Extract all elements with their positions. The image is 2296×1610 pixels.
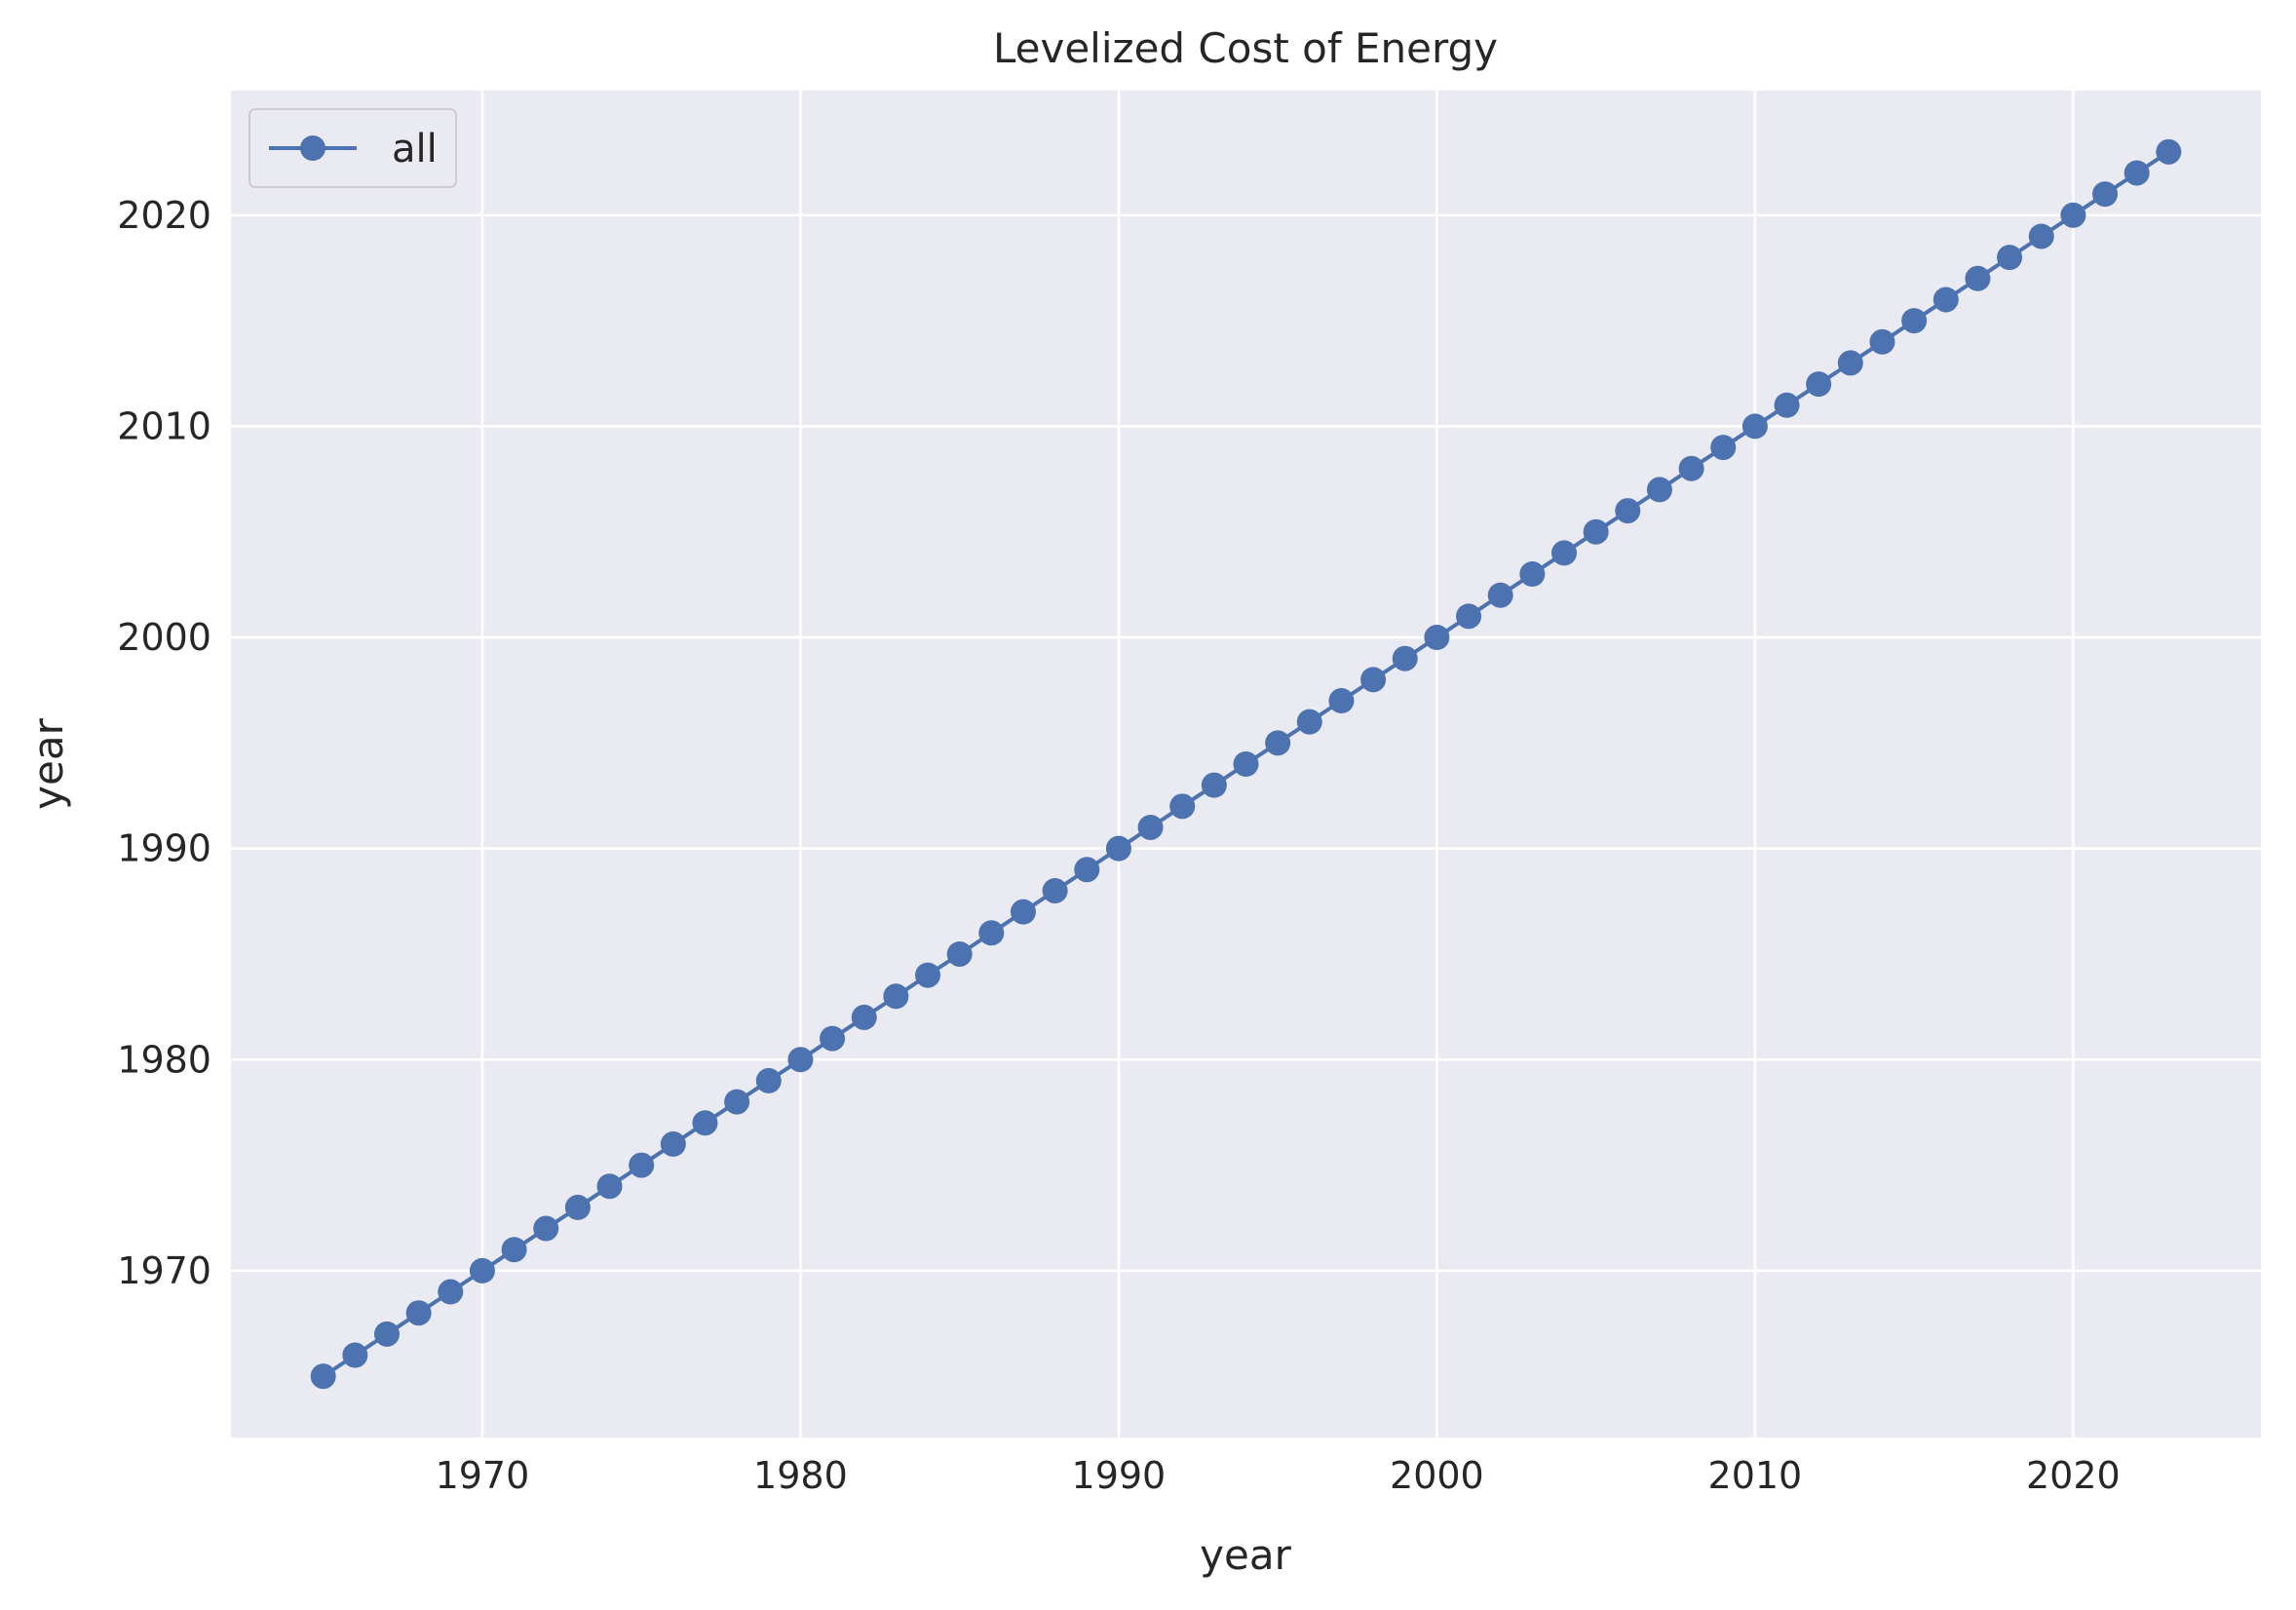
data-point (1105, 835, 1131, 862)
y-axis-label: year (24, 717, 72, 809)
data-point (596, 1173, 623, 1200)
data-point (1965, 265, 1991, 291)
data-point (2156, 138, 2182, 165)
data-point (978, 920, 1005, 946)
data-point (2092, 181, 2119, 208)
data-point (1233, 751, 1259, 777)
data-point (1806, 371, 1832, 398)
data-point (2124, 160, 2150, 186)
series-layer (310, 138, 2182, 1390)
y-tick-labels: 1970 1980 1990 2000 2010 2020 (117, 194, 211, 1292)
data-point (1074, 857, 1100, 883)
data-point (501, 1237, 527, 1263)
data-point (1932, 287, 1959, 313)
data-point (1392, 645, 1418, 671)
x-axis-label: year (1200, 1531, 1291, 1579)
data-point (1296, 709, 1322, 735)
x-tick-label: 2000 (1390, 1454, 1484, 1497)
data-point (851, 1004, 877, 1030)
data-point (1997, 245, 2023, 271)
data-point (373, 1321, 400, 1347)
data-point (660, 1131, 686, 1157)
x-tick-label: 2010 (1708, 1454, 1803, 1497)
data-point (629, 1152, 655, 1178)
data-point (1615, 498, 1641, 524)
chart-title: Levelized Cost of Energy (993, 24, 1498, 72)
x-tick-label: 1970 (436, 1454, 530, 1497)
y-tick-label: 2000 (117, 616, 211, 659)
y-tick-label: 1990 (117, 827, 211, 870)
x-tick-label: 2020 (2026, 1454, 2121, 1497)
data-point (1169, 793, 1196, 820)
data-point (1583, 518, 1609, 545)
data-point (1710, 435, 1737, 461)
data-point (1360, 667, 1387, 693)
data-point (724, 1089, 750, 1115)
data-point (342, 1342, 368, 1368)
data-point (1487, 582, 1513, 608)
grid-lines (231, 91, 2261, 1438)
y-tick-label: 2010 (117, 404, 211, 447)
data-point (915, 962, 941, 988)
data-point (1550, 540, 1577, 566)
data-point (1137, 814, 1164, 840)
y-tick-label: 1980 (117, 1038, 211, 1081)
data-point (1456, 603, 1482, 630)
data-point (1265, 730, 1291, 756)
data-point (1741, 413, 1768, 440)
data-point (533, 1215, 559, 1242)
y-tick-label: 2020 (117, 194, 211, 237)
data-point (2060, 202, 2086, 228)
data-point (469, 1257, 495, 1284)
data-point (1774, 392, 1800, 418)
data-point (1328, 688, 1355, 714)
data-point (405, 1300, 432, 1326)
data-point (1042, 877, 1068, 903)
data-point (1837, 350, 1863, 376)
data-point (755, 1067, 782, 1093)
x-tick-label: 1980 (753, 1454, 848, 1497)
data-point (1646, 477, 1672, 503)
legend-marker (300, 135, 325, 161)
data-point (692, 1110, 718, 1136)
data-point (1519, 561, 1546, 588)
data-point (1201, 772, 1227, 798)
data-point (1678, 455, 1704, 481)
y-tick-label: 1970 (117, 1249, 211, 1292)
data-point (883, 983, 909, 1010)
data-point (1869, 328, 1895, 355)
data-point (820, 1025, 846, 1052)
x-tick-labels: 1970 1980 1990 2000 2010 2020 (436, 1454, 2121, 1497)
legend: all (249, 108, 457, 188)
data-point (1424, 625, 1450, 651)
data-point (1010, 899, 1036, 925)
data-point (564, 1194, 591, 1220)
legend-label: all (392, 127, 438, 172)
data-point (2028, 223, 2054, 249)
data-point (946, 940, 973, 967)
data-point (310, 1363, 336, 1390)
data-point (787, 1047, 814, 1073)
data-point (438, 1279, 464, 1305)
data-point (1901, 308, 1928, 334)
x-tick-label: 1990 (1072, 1454, 1167, 1497)
